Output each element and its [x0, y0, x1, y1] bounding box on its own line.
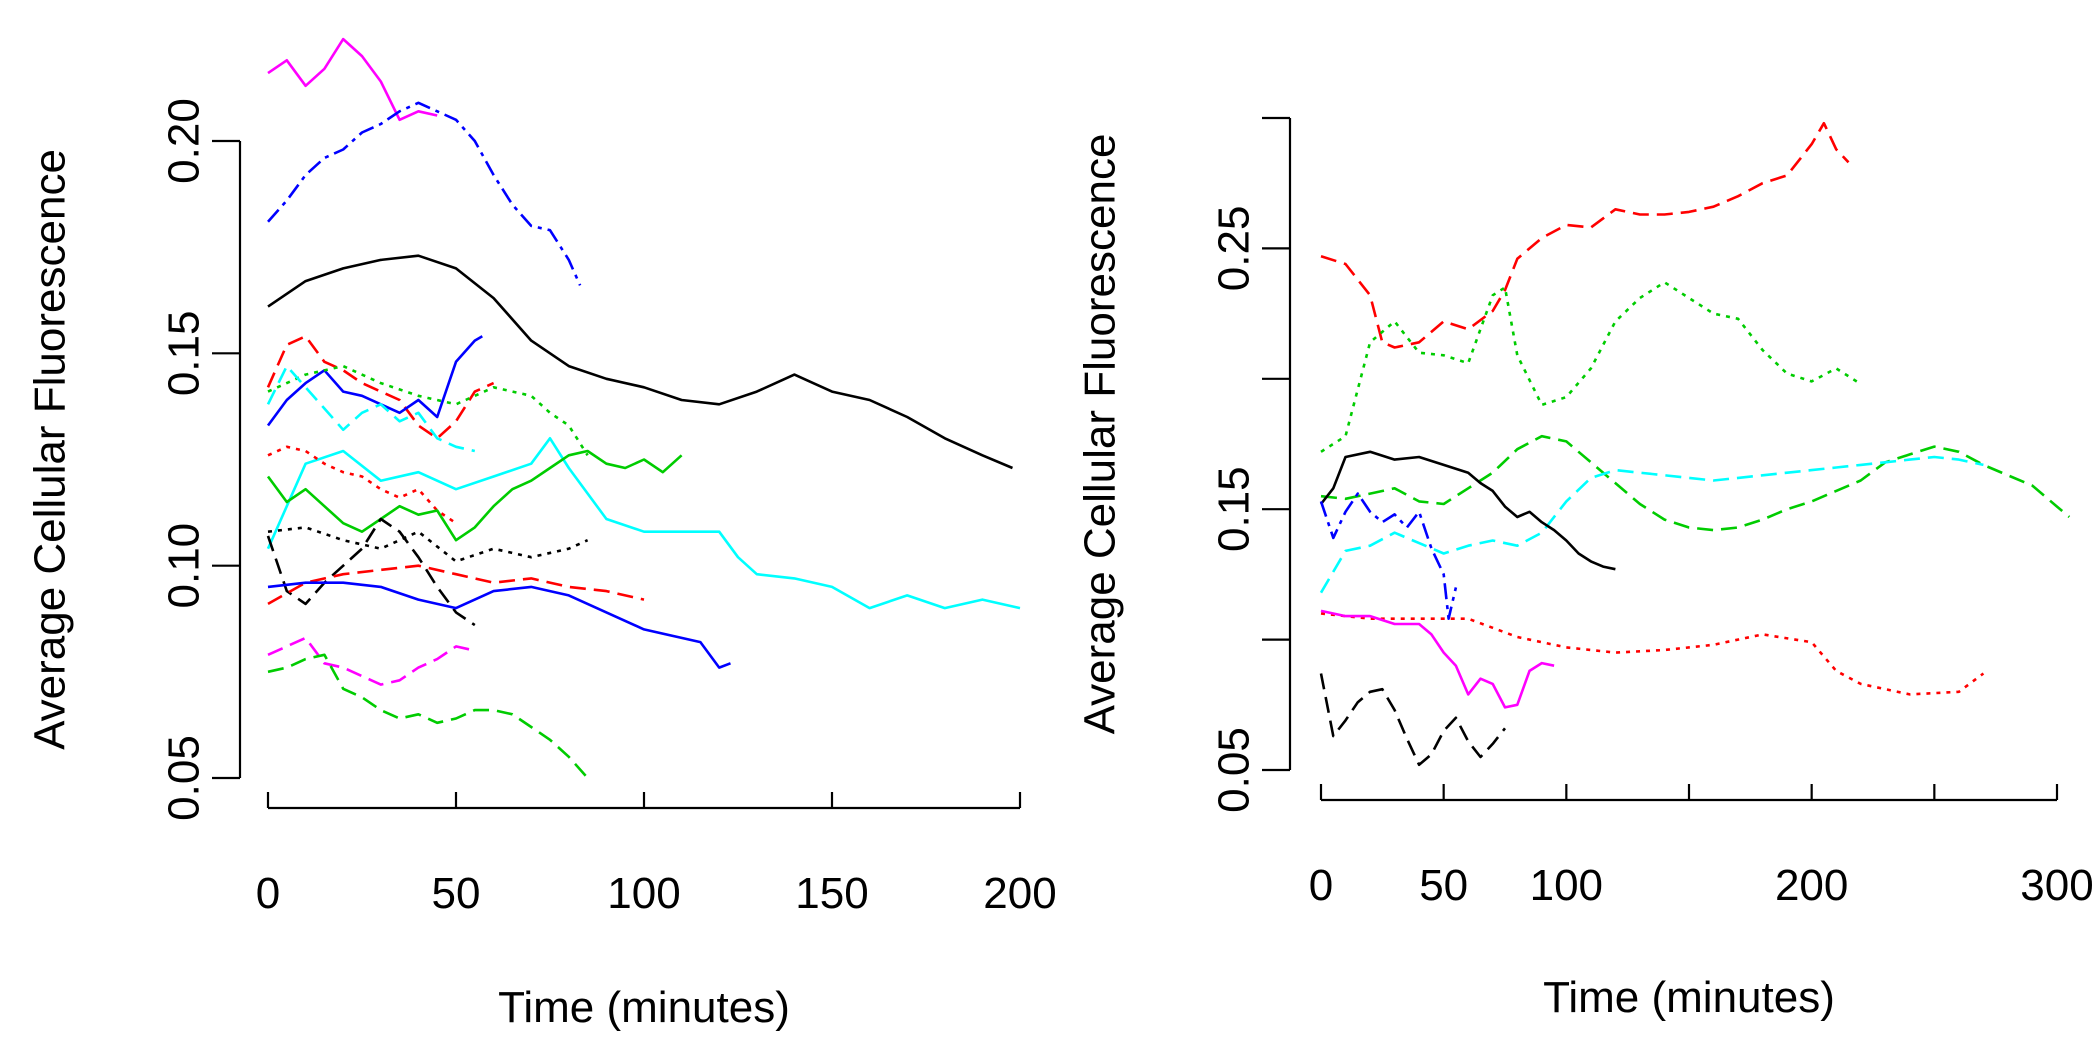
series-line-5: [1319, 450, 1616, 571]
series-line-2: [267, 101, 582, 286]
series-line-7: [266, 364, 476, 453]
x-tick-label: 200: [983, 869, 1056, 918]
y-tick-label: 0.05: [1210, 727, 1259, 813]
y-tick-label: 0.15: [1210, 466, 1259, 552]
series-line-15: [267, 636, 476, 686]
right-panel: Time (minutes) Average Cellular Fluoresc…: [1076, 116, 2094, 1022]
y-tick-label: 0.25: [1210, 206, 1259, 292]
series-line-7: [1320, 612, 1985, 696]
x-tick-label: 0: [256, 869, 280, 918]
series-line-14: [267, 581, 731, 669]
series-line-9: [1319, 673, 1507, 767]
y-tick-label: 0.10: [160, 523, 209, 609]
series-line-3: [1320, 434, 2071, 532]
x-tick-label: 300: [2020, 861, 2093, 910]
series-line-9: [267, 445, 457, 525]
series-line-11: [267, 526, 589, 563]
x-tick-label: 100: [607, 869, 680, 918]
x-axis-label: Time (minutes): [1543, 973, 1835, 1022]
x-axis-label: Time (minutes): [498, 983, 790, 1032]
y-tick-label: 0.20: [160, 98, 209, 184]
series-line-6: [267, 364, 589, 456]
series-line-3: [267, 254, 1014, 470]
x-tick-label: 200: [1775, 861, 1848, 910]
y-tick-label: 0.15: [160, 311, 209, 397]
series-line-16: [267, 653, 589, 779]
series-line-12: [266, 517, 476, 627]
series-line-8: [266, 436, 1021, 610]
series-line-10: [266, 449, 683, 542]
x-tick-label: 150: [795, 869, 868, 918]
series-line-6: [1319, 492, 1458, 621]
series-line-8: [1320, 609, 1555, 709]
series-line-2: [1320, 280, 1862, 453]
y-axis-label: Average Cellular Fluorescence: [26, 149, 75, 750]
series-line-1: [1320, 121, 1850, 349]
y-tick-label: 0.05: [160, 735, 209, 821]
x-tick-label: 0: [1309, 861, 1333, 910]
y-axis-label: Average Cellular Fluorescence: [1076, 134, 1125, 735]
series-line-13: [267, 564, 645, 606]
series-line-1: [267, 37, 438, 122]
x-tick-label: 50: [432, 869, 481, 918]
x-tick-label: 100: [1530, 861, 1603, 910]
left-panel: Time (minutes) Average Cellular Fluoresc…: [26, 37, 1057, 1032]
series-line-4: [1319, 455, 1984, 594]
x-tick-label: 50: [1419, 861, 1468, 910]
